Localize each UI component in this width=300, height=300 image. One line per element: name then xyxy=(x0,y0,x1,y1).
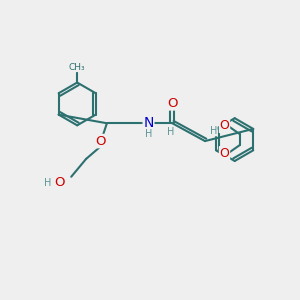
Text: O: O xyxy=(220,119,230,132)
Text: H: H xyxy=(146,129,153,139)
Text: H: H xyxy=(167,127,175,137)
Text: H: H xyxy=(44,178,52,188)
Text: O: O xyxy=(167,97,178,110)
Text: CH₃: CH₃ xyxy=(69,63,85,72)
Text: O: O xyxy=(96,135,106,148)
Text: H: H xyxy=(210,126,217,136)
Text: O: O xyxy=(55,176,65,189)
Text: N: N xyxy=(143,116,154,130)
Text: O: O xyxy=(220,147,230,160)
